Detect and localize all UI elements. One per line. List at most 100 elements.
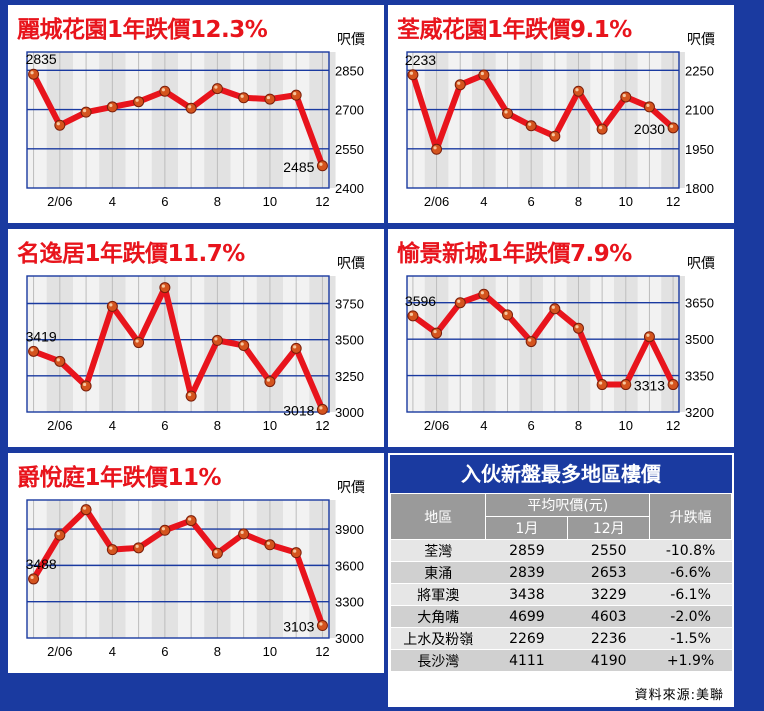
data-point-highlight	[56, 532, 60, 536]
y-tick-label: 3900	[335, 522, 364, 537]
data-point	[185, 515, 197, 527]
source-note: 資料來源:美聯	[634, 688, 724, 703]
data-point	[106, 544, 118, 556]
data-point-highlight	[214, 85, 218, 89]
chart-panel-2: 荃威花園1年跌價9.1% 1800 1950 2100 2250 呎價 2/06 4 6 8 10…	[388, 5, 734, 223]
data-point	[264, 93, 276, 105]
data-point-highlight	[575, 325, 579, 329]
header-avg-price: 平均呎價(元)	[485, 493, 651, 517]
data-point-highlight	[409, 71, 414, 75]
x-tick-label: 12	[666, 194, 680, 209]
data-point	[596, 123, 608, 135]
data-point	[316, 620, 328, 632]
header-dec: 12月	[567, 516, 651, 540]
y-tick-label: 3250	[335, 369, 364, 384]
data-point-highlight	[214, 550, 218, 554]
y-tick-label: 3350	[685, 369, 714, 384]
data-point	[502, 107, 514, 119]
plot-frame	[26, 51, 330, 189]
cell-district: 大角嘴	[390, 605, 486, 628]
chart-panel-5: 爵悅庭1年跌價11% 3000 3300 3600 3900 呎價 2/06 4 6 8 10 12…	[8, 453, 384, 673]
y-tick-label: 2550	[335, 142, 364, 157]
data-point	[264, 376, 276, 388]
y-axis-label: 呎價	[337, 31, 365, 48]
chart-title-3: 名逸居1年跌價11.7%	[17, 241, 245, 267]
data-point	[407, 69, 419, 81]
data-point-highlight	[622, 381, 626, 385]
data-point	[106, 101, 118, 113]
cell-dec: 2236	[567, 627, 650, 650]
data-point-highlight	[293, 345, 297, 349]
y-tick-label: 1800	[685, 181, 714, 196]
plot-frame	[26, 499, 330, 639]
data-point	[185, 390, 197, 402]
data-point	[572, 85, 584, 97]
chart-svg-4: 3200 3350 3500 3650 呎價 2/06 4 6 8 10 12 3596 3313	[405, 255, 715, 433]
data-label-first: 2233	[405, 52, 436, 68]
data-point	[643, 331, 655, 343]
data-point-highlight	[82, 382, 87, 387]
data-point-highlight	[266, 95, 271, 100]
data-point	[54, 355, 66, 367]
data-point-highlight	[551, 305, 555, 309]
data-point	[316, 403, 328, 415]
y-axis-label: 呎價	[337, 255, 365, 272]
cell-change: -6.1%	[649, 583, 732, 606]
data-point-highlight	[30, 71, 34, 75]
header-jan: 1月	[485, 516, 569, 540]
data-point-highlight	[135, 544, 139, 548]
data-point-highlight	[56, 122, 60, 126]
cell-change: -2.0%	[649, 605, 732, 628]
y-tick-label: 2700	[335, 103, 364, 118]
cell-jan: 2269	[485, 627, 568, 650]
data-point-highlight	[551, 133, 555, 137]
data-point-highlight	[293, 549, 297, 553]
data-point-highlight	[646, 103, 650, 108]
data-point-highlight	[433, 146, 437, 150]
data-label-first: 2835	[26, 51, 57, 67]
x-tick-label: 10	[619, 194, 633, 209]
data-point	[290, 547, 302, 559]
y-tick-label: 3300	[335, 595, 364, 610]
table-title: 入伙新盤最多地區樓價	[390, 455, 732, 493]
data-point-highlight	[161, 527, 165, 531]
data-point-highlight	[319, 406, 323, 410]
y-axis-label: 呎價	[687, 255, 715, 272]
x-tick-label: 8	[575, 194, 582, 209]
chart-svg-3: 3000 3250 3500 3750 呎價 2/06 4 6 8 10 12 3419 3018	[26, 255, 365, 433]
data-point-highlight	[319, 622, 323, 626]
data-point-highlight	[30, 575, 34, 580]
data-point	[290, 342, 302, 354]
x-tick-label: 12	[666, 418, 680, 433]
data-point-highlight	[30, 348, 34, 352]
x-tick-label: 2/06	[424, 418, 449, 433]
chart-svg-2: 1800 1950 2100 2250 呎價 2/06 4 6 8 10 12 2233 2030	[405, 31, 715, 209]
x-tick-label: 12	[315, 194, 329, 209]
header-change: 升跌幅	[649, 493, 732, 540]
data-point	[28, 573, 40, 585]
data-point	[454, 297, 466, 309]
header-district: 地區	[389, 493, 487, 540]
data-point	[667, 122, 679, 134]
x-tick-label: 8	[214, 194, 221, 209]
data-point-highlight	[188, 517, 192, 521]
cell-jan: 2859	[485, 539, 568, 562]
data-point-highlight	[82, 506, 87, 510]
data-point-highlight	[669, 381, 674, 385]
x-tick-label: 6	[161, 418, 168, 433]
data-point	[211, 83, 223, 95]
data-point	[549, 303, 561, 315]
x-tick-label: 10	[619, 418, 633, 433]
chart-title-2: 荃威花園1年跌價9.1%	[397, 17, 632, 43]
table-row: 東涌 2839 2653 -6.6%	[390, 561, 732, 584]
data-label-first: 3488	[26, 556, 57, 572]
data-point	[478, 69, 490, 81]
y-axis-label: 呎價	[337, 479, 365, 496]
data-point	[159, 85, 171, 97]
cell-change: -6.6%	[649, 561, 732, 584]
data-point	[238, 528, 250, 540]
price-table: 地區 平均呎價(元) 升跌幅 1月 12月 荃灣 2859 2550 -10.8…	[389, 493, 732, 672]
data-point-highlight	[56, 358, 60, 362]
x-tick-label: 8	[214, 644, 221, 659]
data-point	[80, 380, 92, 392]
